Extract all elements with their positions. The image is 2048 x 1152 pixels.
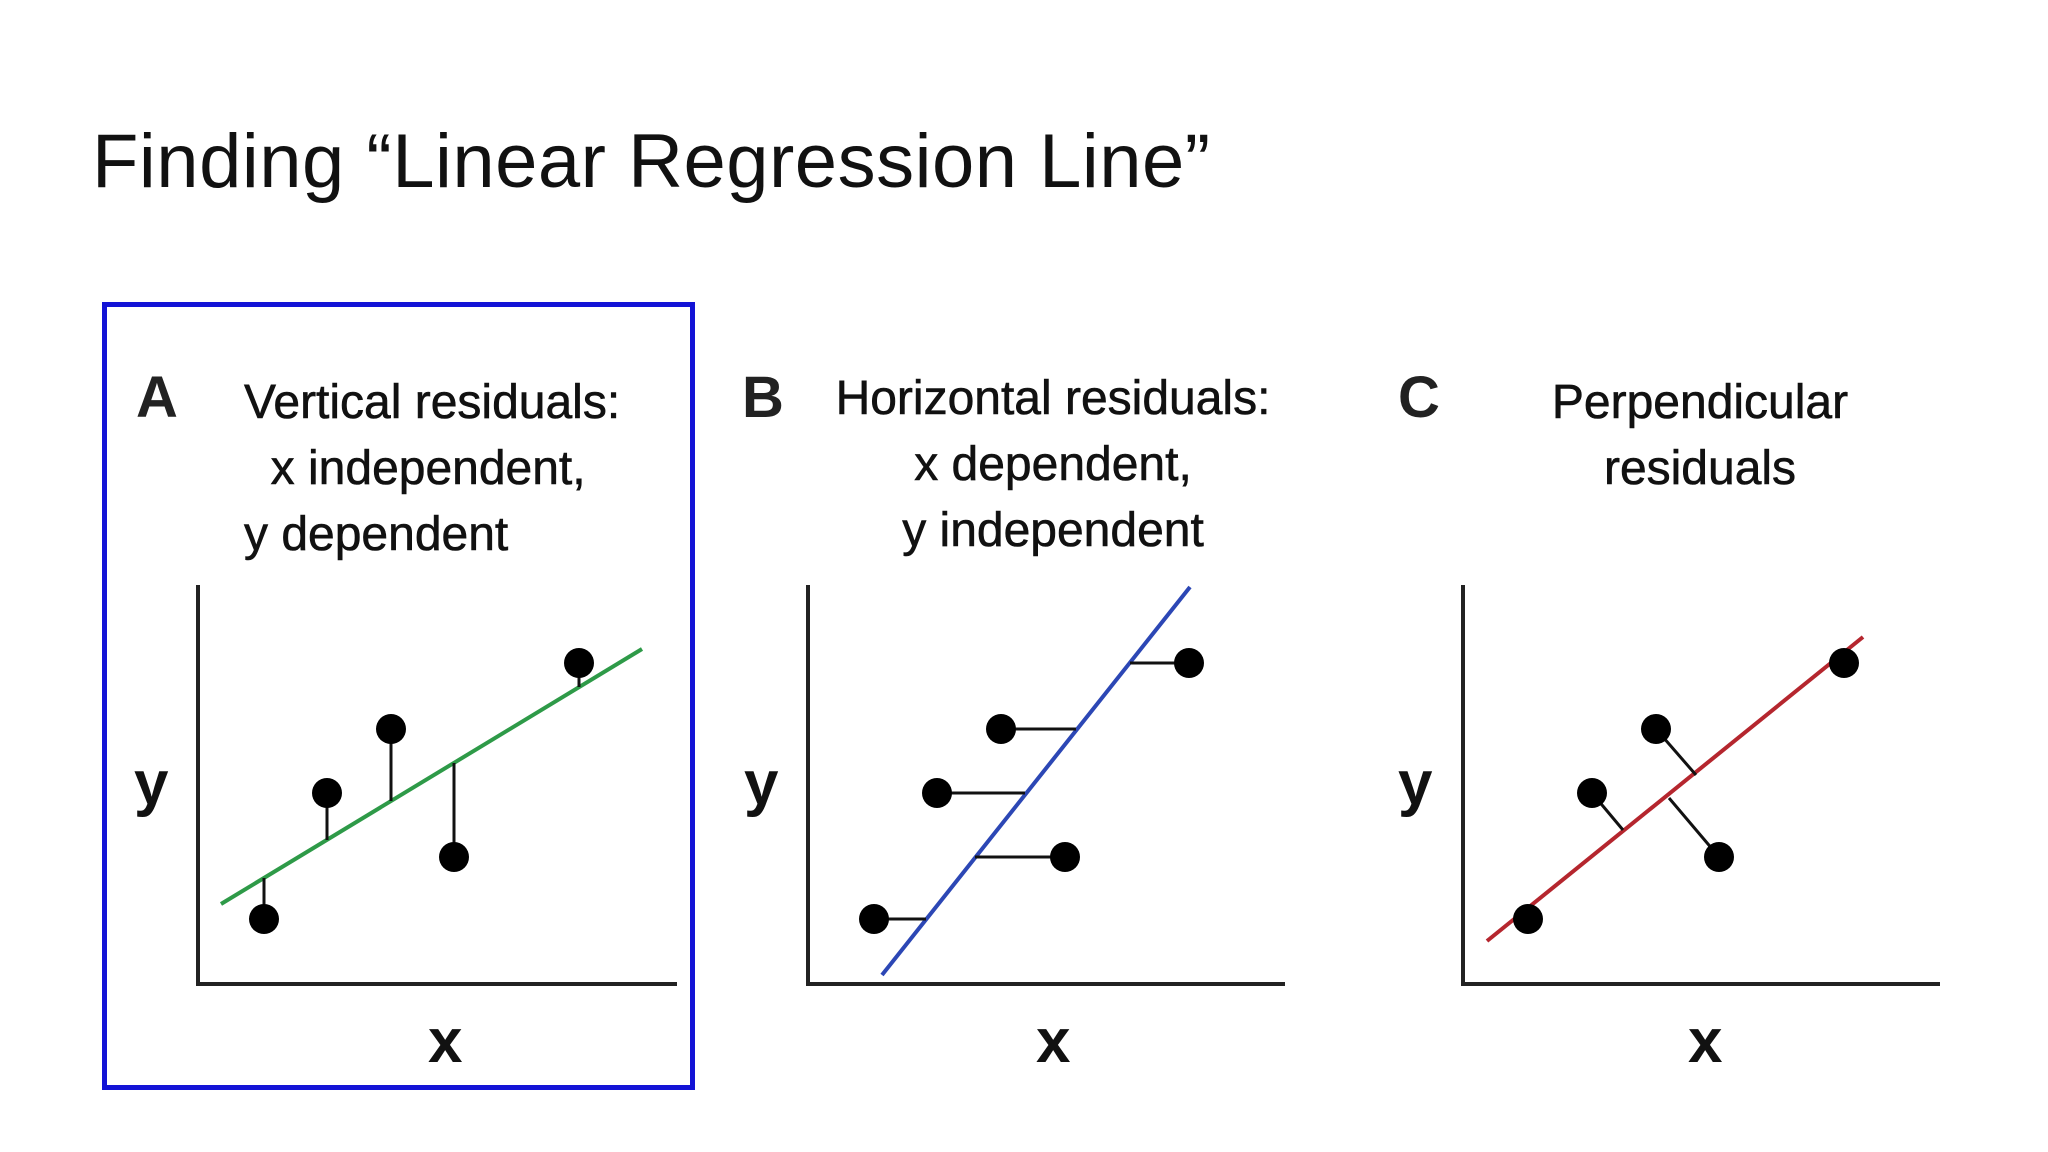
data-point — [249, 904, 279, 934]
data-point — [859, 904, 889, 934]
panel-c-heading: Perpendicular residuals — [1551, 376, 1849, 496]
highlight-box-panel-a — [102, 302, 695, 1090]
panel-c-axes — [1461, 585, 1940, 986]
data-point — [439, 842, 469, 872]
panel-a-axes — [196, 585, 677, 986]
panel-b-residuals — [874, 661, 1189, 921]
data-point — [564, 648, 594, 678]
panel-b-points — [859, 648, 1204, 934]
panel-c-letter: C — [1398, 365, 1440, 430]
data-point — [1577, 778, 1607, 808]
data-point — [1829, 648, 1859, 678]
panel-b-y-label: y — [744, 749, 779, 818]
data-point — [1174, 648, 1204, 678]
panel-b-regression-line — [880, 585, 1192, 977]
panel-c-regression-line — [1485, 635, 1865, 943]
data-point — [312, 778, 342, 808]
data-point — [986, 714, 1016, 744]
panel-a-residuals — [262, 663, 581, 919]
panel-a-y-label: y — [134, 749, 169, 818]
panel-a-heading: Vertical residuals: x independent, y dep… — [244, 376, 621, 562]
panel-b-x-label: x — [1036, 1007, 1071, 1076]
panel-a-points — [249, 648, 594, 934]
data-point — [922, 778, 952, 808]
data-point — [1641, 714, 1671, 744]
panel-a-regression-line — [219, 647, 644, 906]
panel-b-heading: Horizontal residuals: x dependent, y ind… — [835, 372, 1271, 558]
panel-c-residuals — [1590, 728, 1721, 858]
panel-c-plot — [1461, 585, 1940, 986]
panel-c-points — [1513, 648, 1859, 934]
panel-b-plot — [806, 585, 1285, 986]
panel-c-x-label: x — [1688, 1007, 1723, 1076]
slide-title: Finding “Linear Regression Line” — [92, 119, 1211, 204]
panel-b-letter: B — [742, 365, 784, 430]
data-point — [376, 714, 406, 744]
panel-a-x-label: x — [428, 1007, 463, 1076]
data-point — [1513, 904, 1543, 934]
panel-a-letter: A — [136, 365, 178, 430]
data-point — [1704, 842, 1734, 872]
panel-a-plot — [196, 585, 677, 986]
data-point — [1050, 842, 1080, 872]
panel-c-y-label: y — [1398, 749, 1433, 818]
panel-b-axes — [806, 585, 1285, 986]
